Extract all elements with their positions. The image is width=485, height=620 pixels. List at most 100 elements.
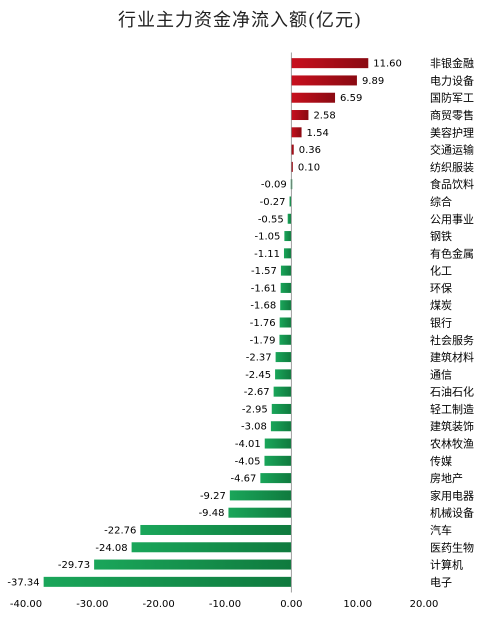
- value-label: 1.54: [307, 128, 329, 139]
- category-label: 钢铁: [430, 230, 452, 243]
- category-label: 商贸零售: [430, 108, 474, 122]
- category-label: 纺织服装: [430, 160, 474, 174]
- category-label: 环保: [430, 281, 452, 295]
- value-label: 0.10: [298, 162, 320, 173]
- x-tick-label: -40.00: [10, 599, 42, 610]
- value-label: -1.11: [254, 249, 280, 260]
- category-label: 综合: [430, 194, 452, 208]
- value-label: -1.68: [250, 301, 276, 312]
- bar: [291, 127, 302, 138]
- bar: [94, 559, 292, 570]
- category-label: 房地产: [430, 471, 463, 485]
- category-label: 传媒: [430, 455, 452, 468]
- value-label: -4.05: [235, 456, 261, 467]
- value-label: -9.48: [199, 508, 225, 519]
- value-label: 0.36: [299, 145, 321, 156]
- bar: [279, 317, 292, 328]
- category-label: 电子: [430, 576, 452, 589]
- value-label: -29.73: [58, 560, 90, 571]
- value-label: -2.45: [245, 370, 271, 381]
- bar: [280, 300, 292, 311]
- category-label: 家用电器: [430, 488, 474, 502]
- bar: [229, 490, 292, 501]
- category-label: 银行: [430, 316, 452, 330]
- value-label: -4.01: [235, 439, 261, 450]
- value-label: -1.76: [250, 318, 276, 329]
- category-label: 石油石化: [430, 385, 474, 399]
- value-label: -4.67: [230, 474, 256, 485]
- category-label: 汽车: [430, 523, 452, 537]
- value-label: -22.76: [104, 525, 136, 536]
- value-label: -1.57: [251, 266, 277, 277]
- x-tick-label: 20.00: [410, 599, 439, 610]
- bar: [291, 110, 309, 121]
- bar: [273, 386, 292, 397]
- category-label: 机械设备: [430, 506, 474, 520]
- bar: [140, 524, 292, 535]
- category-label: 电力设备: [430, 73, 474, 87]
- bar: [275, 369, 292, 380]
- value-label: -1.05: [254, 232, 280, 243]
- category-label: 公用事业: [430, 213, 474, 226]
- bar: [280, 282, 292, 293]
- bar: [279, 334, 292, 345]
- bar: [264, 438, 292, 449]
- x-tick-label: 10.00: [343, 599, 372, 610]
- bar: [280, 265, 292, 276]
- value-label: -3.08: [241, 422, 267, 433]
- bar: [271, 403, 292, 414]
- category-label: 计算机: [430, 558, 463, 572]
- category-label: 建筑材料: [430, 350, 474, 364]
- category-label: 建筑装饰: [430, 419, 474, 433]
- x-tick-label: -30.00: [76, 599, 108, 610]
- value-label: -2.67: [244, 387, 270, 398]
- value-label: -24.08: [95, 543, 127, 554]
- category-label: 煤炭: [430, 299, 452, 312]
- value-label: 6.59: [340, 93, 362, 104]
- value-label: 9.89: [362, 76, 384, 87]
- bar: [291, 58, 369, 69]
- bar: [228, 507, 292, 518]
- bar: [291, 144, 294, 155]
- x-tick-label: -10.00: [209, 599, 241, 610]
- value-label: -2.95: [242, 404, 268, 415]
- bar: [270, 421, 292, 432]
- category-label: 医药生物: [430, 540, 474, 554]
- bar: [291, 75, 357, 86]
- category-label: 食品饮料: [430, 177, 474, 191]
- x-tick-label: -20.00: [143, 599, 175, 610]
- category-label: 通信: [430, 368, 452, 381]
- bar: [264, 455, 292, 466]
- bars-group: 11.60 非银金融 9.89 电力设备 6.59 国防军工 2.58 商贸零售 1.54 美容护…: [7, 56, 474, 589]
- bar: [291, 92, 336, 103]
- category-label: 交通运输: [430, 143, 474, 157]
- bar: [131, 542, 292, 553]
- value-label: 11.60: [373, 59, 402, 70]
- value-label: -37.34: [7, 577, 39, 588]
- category-label: 非银金融: [430, 56, 474, 70]
- value-label: -0.55: [258, 214, 284, 225]
- value-label: -0.09: [261, 180, 287, 191]
- value-label: -9.27: [200, 491, 226, 502]
- category-label: 美容护理: [430, 125, 474, 139]
- bar: [291, 161, 293, 172]
- category-label: 社会服务: [430, 333, 474, 347]
- bar: [289, 196, 292, 207]
- bar: [43, 576, 292, 587]
- bar: [275, 352, 292, 363]
- category-label: 轻工制造: [430, 402, 474, 416]
- x-tick-label: 0.00: [280, 599, 302, 610]
- value-label: -1.61: [251, 283, 277, 294]
- value-label: 2.58: [313, 111, 335, 122]
- x-axis: -40.00 -30.00 -20.00 -10.00 0.00 10.00 20.00: [10, 52, 439, 610]
- chart-title: 行业主力资金净流入额(亿元): [118, 10, 362, 31]
- value-label: -1.79: [250, 335, 276, 346]
- value-label: -2.37: [246, 353, 272, 364]
- value-label: -0.27: [260, 197, 286, 208]
- category-label: 化工: [430, 264, 452, 278]
- bar: [260, 473, 292, 484]
- bar: [287, 213, 292, 224]
- category-label: 国防军工: [430, 91, 474, 105]
